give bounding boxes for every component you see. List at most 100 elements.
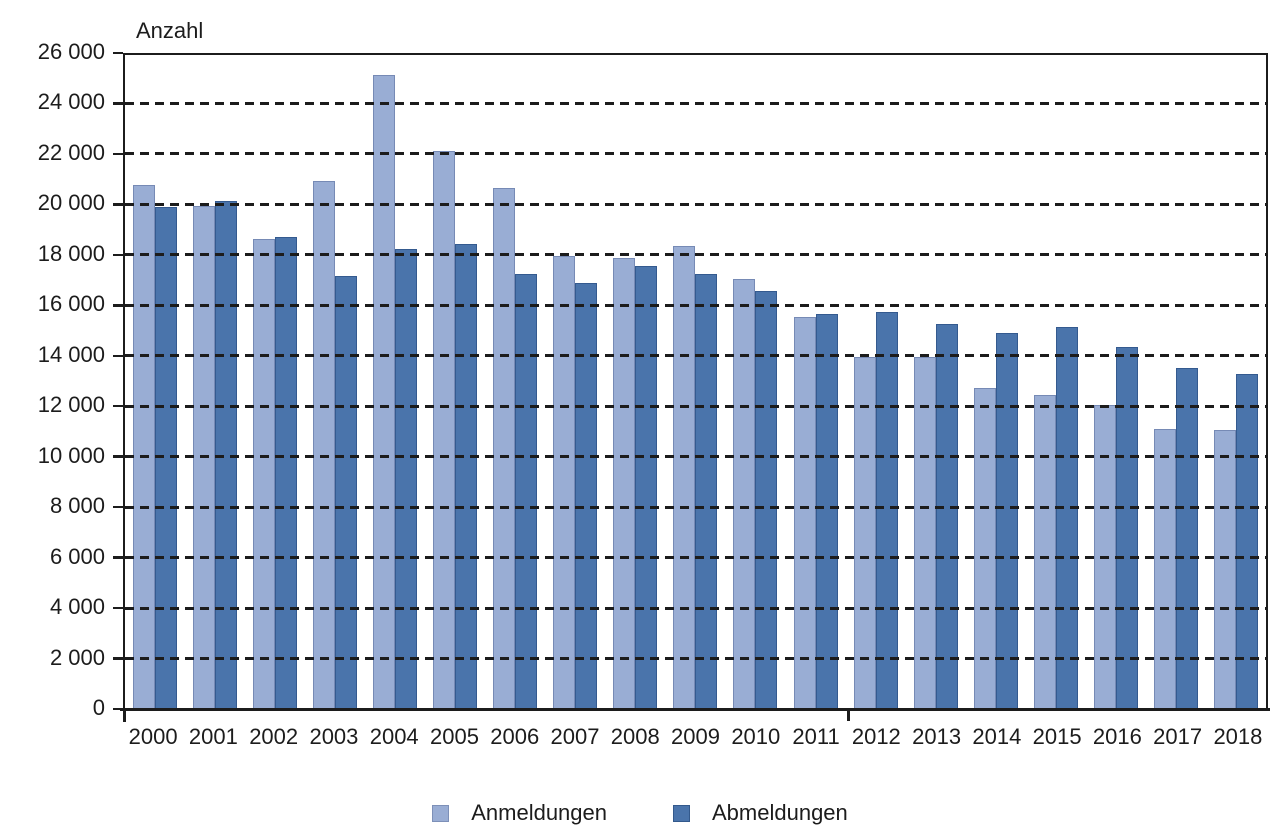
bar-abmeldungen-2001 xyxy=(215,200,238,709)
x-axis-tick xyxy=(846,711,850,721)
x-tick-label-2004: 2004 xyxy=(369,724,419,749)
bar-abmeldungen-2010 xyxy=(755,291,778,709)
x-tick-label-2008: 2008 xyxy=(610,724,660,749)
bar-abmeldungen-2007 xyxy=(575,282,598,709)
y-tick-26000 xyxy=(113,51,123,55)
gridline-4000 xyxy=(125,606,1266,610)
bar-abmeldungen-2013 xyxy=(935,324,958,709)
gridline-16000 xyxy=(125,303,1266,307)
x-axis-labels: 2000 2001 2002 2003 2004 2005 2006 2007 2008 2009… xyxy=(123,724,1268,750)
bar-group-2008 xyxy=(605,55,665,709)
gridline-2000 xyxy=(125,657,1266,661)
gridline-18000 xyxy=(125,253,1266,257)
bar-group-2012 xyxy=(846,55,906,709)
bar-anmeldungen-2015 xyxy=(1033,394,1056,709)
bar-group-2014 xyxy=(966,55,1026,709)
bar-group-2007 xyxy=(545,55,605,709)
y-tick-label-10000: 10 000 xyxy=(37,442,105,468)
bar-abmeldungen-2015 xyxy=(1055,326,1078,709)
x-tick-label-2017: 2017 xyxy=(1153,724,1203,749)
bar-abmeldungen-2017 xyxy=(1175,368,1198,709)
x-axis-line xyxy=(120,708,1270,711)
bar-anmeldungen-2005 xyxy=(433,150,456,709)
bar-anmeldungen-2010 xyxy=(733,278,756,709)
x-tick-label-2005: 2005 xyxy=(429,724,479,749)
y-tick-label-18000: 18 000 xyxy=(37,240,105,266)
gridline-10000 xyxy=(125,455,1266,459)
bar-group-2017 xyxy=(1146,55,1206,709)
x-tick-label-2016: 2016 xyxy=(1092,724,1142,749)
y-tick-6000 xyxy=(113,556,123,559)
y-tick-label-0: 0 xyxy=(92,695,105,720)
bar-group-2009 xyxy=(665,55,725,709)
bar-anmeldungen-2017 xyxy=(1153,428,1176,709)
bar-groups xyxy=(125,55,1266,709)
x-tick-label-2014: 2014 xyxy=(972,724,1022,749)
bar-anmeldungen-2013 xyxy=(913,356,936,709)
bar-abmeldungen-2012 xyxy=(875,311,898,709)
y-tick-2000 xyxy=(113,657,123,660)
legend: Anmeldungen Abmeldungen xyxy=(0,800,1280,826)
bar-abmeldungen-2014 xyxy=(995,332,1018,709)
bar-group-2013 xyxy=(906,55,966,709)
x-tick-label-2000: 2000 xyxy=(128,724,178,749)
bar-abmeldungen-2003 xyxy=(335,276,358,709)
gridline-20000 xyxy=(125,202,1266,206)
legend-label-anmeldungen: Anmeldungen xyxy=(471,800,607,825)
x-tick-label-2002: 2002 xyxy=(249,724,299,749)
bar-anmeldungen-2014 xyxy=(973,388,996,709)
bar-anmeldungen-2011 xyxy=(793,316,816,709)
legend-item-anmeldungen: Anmeldungen xyxy=(432,800,607,826)
bar-anmeldungen-2003 xyxy=(313,180,336,709)
bar-anmeldungen-2008 xyxy=(613,257,636,709)
y-tick-label-4000: 4 000 xyxy=(49,594,105,620)
legend-label-abmeldungen: Abmeldungen xyxy=(712,800,848,825)
bar-group-2005 xyxy=(425,55,485,709)
x-tick-label-2001: 2001 xyxy=(188,724,238,749)
chart-title: Anzahl xyxy=(136,18,204,43)
x-tick-label-2006: 2006 xyxy=(490,724,540,749)
bar-group-2003 xyxy=(305,55,365,709)
bar-anmeldungen-2009 xyxy=(673,246,696,709)
legend-item-abmeldungen: Abmeldungen xyxy=(673,800,848,826)
x-tick-label-2012: 2012 xyxy=(851,724,901,749)
y-tick-label-26000: 26 000 xyxy=(37,39,105,64)
x-tick-label-2013: 2013 xyxy=(912,724,962,749)
bar-abmeldungen-2016 xyxy=(1115,346,1138,709)
y-tick-20000 xyxy=(113,203,123,206)
legend-swatch-abmeldungen xyxy=(673,804,690,822)
plot-area xyxy=(113,51,1268,721)
gridline-8000 xyxy=(125,505,1266,509)
bar-anmeldungen-2007 xyxy=(553,256,576,709)
gridline-6000 xyxy=(125,556,1266,560)
x-tick-label-2003: 2003 xyxy=(309,724,359,749)
y-tick-label-2000: 2 000 xyxy=(49,644,105,670)
y-tick-label-20000: 20 000 xyxy=(37,190,105,216)
gridline-22000 xyxy=(125,152,1266,156)
x-tick-label-2010: 2010 xyxy=(731,724,781,749)
bar-anmeldungen-2012 xyxy=(853,356,876,709)
bar-abmeldungen-2004 xyxy=(395,248,418,709)
bar-group-2015 xyxy=(1026,55,1086,709)
y-tick-16000 xyxy=(113,304,123,307)
bar-group-2011 xyxy=(786,55,846,709)
bar-group-2004 xyxy=(365,55,425,709)
y-tick-label-6000: 6 000 xyxy=(49,543,105,569)
y-tick-label-22000: 22 000 xyxy=(37,139,105,165)
gridline-24000 xyxy=(125,101,1266,105)
y-tick-10000 xyxy=(113,455,123,458)
x-tick-label-2011: 2011 xyxy=(792,724,840,749)
bar-abmeldungen-2002 xyxy=(275,237,298,709)
y-tick-0 xyxy=(113,707,123,711)
y-tick-18000 xyxy=(113,253,123,257)
y-tick-14000 xyxy=(113,354,123,358)
y-tick-4000 xyxy=(113,606,123,610)
y-tick-8000 xyxy=(113,505,123,509)
bar-anmeldungen-2018 xyxy=(1213,429,1236,709)
y-tick-12000 xyxy=(113,404,123,408)
y-axis-extension xyxy=(123,709,126,722)
legend-swatch-anmeldungen xyxy=(432,804,450,822)
bar-anmeldungen-2002 xyxy=(253,238,276,709)
y-tick-label-14000: 14 000 xyxy=(37,341,105,367)
